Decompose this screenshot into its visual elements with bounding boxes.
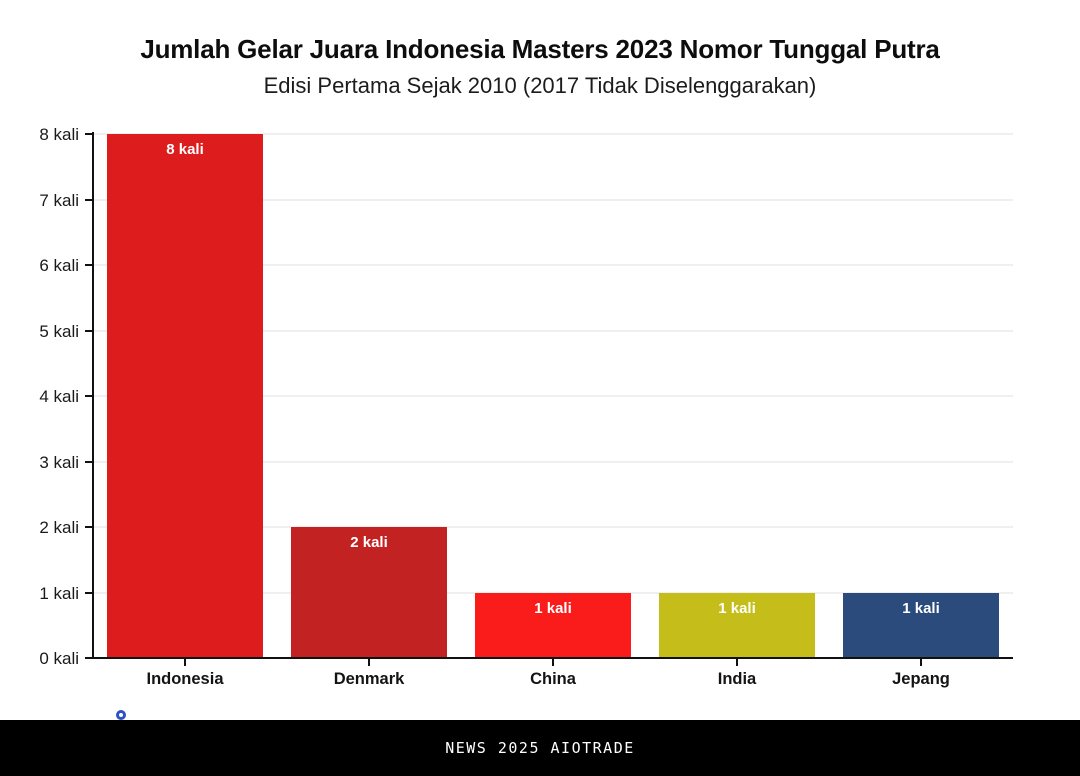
x-axis-tick bbox=[184, 658, 186, 666]
bar-chart: 0 kali 1 kali 2 kali 3 kali 4 kali 5 kali 6 ka… bbox=[39, 125, 1013, 688]
x-axis-tick bbox=[736, 658, 738, 666]
gridline bbox=[93, 264, 1013, 266]
gridline bbox=[93, 329, 1013, 332]
bar-value-label: 1 kali bbox=[902, 599, 940, 617]
page-title: Jumlah Gelar Juara Indonesia Masters 202… bbox=[140, 34, 940, 64]
gridline bbox=[93, 460, 1013, 463]
gridline bbox=[93, 198, 1013, 201]
y-axis-tick bbox=[85, 591, 93, 594]
y-axis-label: 6 kali bbox=[39, 256, 79, 275]
x-axis-label: Indonesia bbox=[146, 670, 224, 688]
bar-jepang: 1 kali bbox=[843, 592, 999, 658]
y-axis-label: 1 kali bbox=[39, 583, 79, 603]
bar-value-label: 2 kali bbox=[350, 534, 388, 551]
bar-indonesia: 8 kali bbox=[107, 134, 263, 658]
gridline bbox=[93, 133, 1013, 135]
y-axis-label: 4 kali bbox=[39, 387, 79, 406]
bar-china: 1 kali bbox=[475, 592, 631, 658]
x-axis-tick bbox=[920, 658, 922, 666]
y-axis-tick bbox=[85, 460, 93, 463]
y-axis-tick bbox=[85, 264, 93, 266]
y-axis-label: 8 kali bbox=[39, 125, 79, 144]
x-axis-label: China bbox=[530, 670, 576, 688]
y-axis-tick bbox=[85, 395, 93, 397]
footer-bar: NEWS 2025 AIOTRADE bbox=[0, 720, 1080, 776]
bar-value-label: 8 kali bbox=[166, 141, 204, 158]
y-axis-tick bbox=[85, 657, 93, 659]
x-axis-label: Jepang bbox=[892, 670, 950, 688]
gridline bbox=[93, 526, 1013, 528]
x-axis-label: Denmark bbox=[333, 670, 405, 688]
y-axis-label: 3 kali bbox=[39, 452, 79, 472]
y-axis-label: 7 kali bbox=[39, 190, 79, 210]
bar-denmark: 2 kali bbox=[291, 527, 447, 658]
y-axis-label: 0 kali bbox=[39, 649, 79, 668]
bar-value-label: 1 kali bbox=[718, 599, 756, 617]
page-subtitle: Edisi Pertama Sejak 2010 (2017 Tidak Dis… bbox=[263, 73, 817, 98]
x-axis-tick bbox=[552, 658, 554, 666]
y-axis-tick bbox=[85, 329, 93, 332]
bar-india: 1 kali bbox=[659, 592, 815, 658]
x-axis-label: India bbox=[717, 670, 757, 688]
x-axis-tick bbox=[368, 658, 370, 666]
y-axis-line bbox=[92, 132, 94, 658]
y-axis-tick bbox=[85, 526, 93, 528]
chart-header: Jumlah Gelar Juara Indonesia Masters 202… bbox=[0, 0, 1080, 99]
bar-value-label: 1 kali bbox=[534, 599, 572, 617]
watermark-text: NEWS 2025 AIOTRADE bbox=[445, 739, 635, 757]
y-axis-tick bbox=[85, 133, 93, 135]
x-axis-line bbox=[92, 657, 1013, 659]
logo-ring-icon bbox=[116, 710, 126, 720]
y-axis-tick bbox=[85, 198, 93, 201]
y-axis-label: 5 kali bbox=[39, 321, 79, 341]
y-axis-label: 2 kali bbox=[39, 518, 79, 537]
gridline bbox=[93, 395, 1013, 397]
